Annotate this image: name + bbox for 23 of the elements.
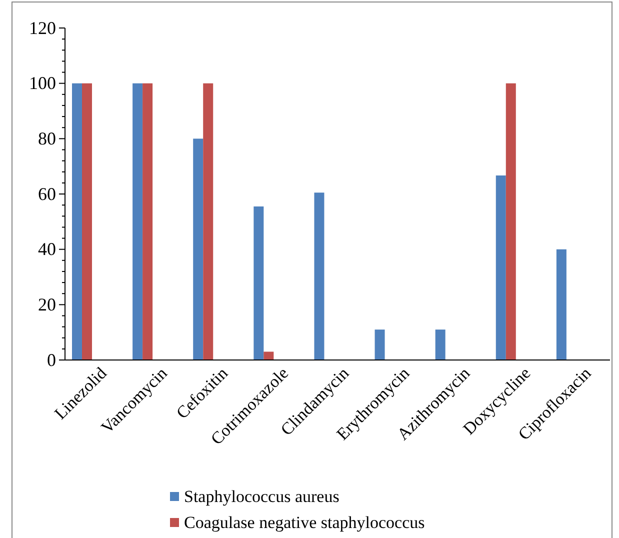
bar xyxy=(193,138,204,360)
y-tick-label: 20 xyxy=(38,294,56,314)
bar xyxy=(374,330,385,360)
bar xyxy=(314,192,324,360)
y-tick-label: 80 xyxy=(38,128,56,148)
bar xyxy=(506,83,516,360)
bar xyxy=(435,330,446,360)
legend-label: Staphylococcus aureus xyxy=(184,487,340,506)
y-tick-label: 120 xyxy=(29,18,56,38)
bar xyxy=(254,206,264,360)
y-tick-label: 40 xyxy=(38,239,56,260)
bar xyxy=(203,83,214,360)
legend-label: Coagulase negative staphylococcus xyxy=(184,513,425,532)
bar xyxy=(132,83,143,360)
bar xyxy=(556,249,566,360)
bar xyxy=(496,175,506,360)
bar xyxy=(72,83,82,360)
bar xyxy=(82,83,92,360)
bar xyxy=(142,83,153,360)
y-tick-label: 60 xyxy=(38,184,56,204)
y-tick-label: 0 xyxy=(47,350,56,370)
bar xyxy=(264,352,274,360)
y-tick-label: 100 xyxy=(29,73,56,94)
